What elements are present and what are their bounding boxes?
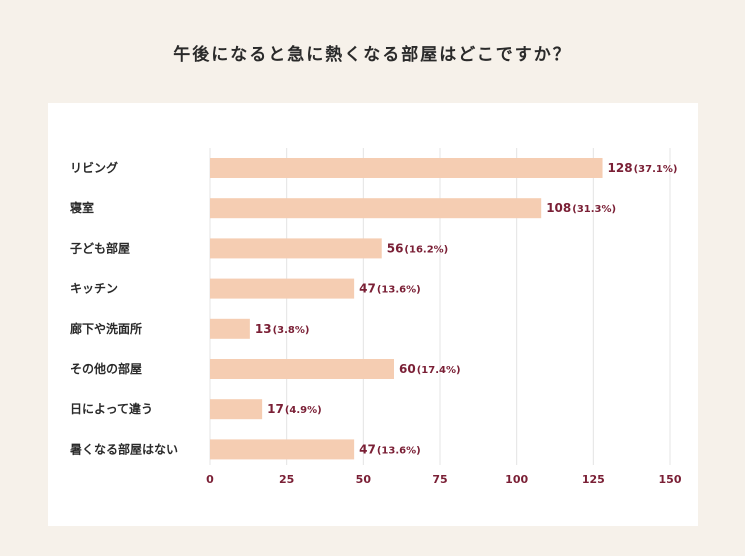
- value-percent: (3.8%): [273, 325, 310, 336]
- category-label: その他の部屋: [70, 361, 142, 376]
- category-label: 廊下や洗面所: [70, 321, 142, 336]
- value-percent: (13.6%): [377, 445, 421, 456]
- bar: [210, 439, 355, 460]
- value-label: 56(16.2%): [387, 241, 449, 255]
- x-tick-label: 150: [659, 473, 682, 486]
- value-percent: (31.3%): [572, 204, 616, 215]
- value-percent: (17.4%): [417, 365, 461, 376]
- category-label: キッチン: [70, 282, 118, 296]
- bar: [210, 238, 382, 259]
- bar: [210, 399, 263, 420]
- grid-lines: [209, 148, 671, 465]
- x-tick-label: 0: [206, 473, 214, 486]
- bar: [210, 359, 394, 379]
- category-label: リビング: [70, 160, 118, 175]
- x-tick-label: 75: [432, 473, 447, 486]
- value-number: 17: [267, 402, 284, 416]
- value-label: 60(17.4%): [399, 362, 461, 376]
- value-percent: (4.9%): [285, 405, 322, 416]
- value-number: 47: [359, 282, 376, 296]
- value-number: 128: [608, 161, 633, 175]
- value-number: 56: [387, 241, 404, 255]
- value-label: 13(3.8%): [255, 322, 310, 336]
- category-label: 暑くなる部屋はない: [70, 441, 178, 456]
- x-axis-ticks: 0 25 50 75 100 125 150: [206, 473, 682, 486]
- value-number: 60: [399, 362, 416, 376]
- value-label: 47(13.6%): [359, 442, 421, 456]
- bar: [210, 158, 603, 178]
- bars: [210, 158, 603, 460]
- value-label: 108(31.3%): [546, 201, 616, 215]
- value-label: 128(37.1%): [608, 161, 678, 175]
- value-number: 13: [255, 322, 272, 336]
- value-percent: (37.1%): [634, 164, 678, 175]
- value-number: 47: [359, 442, 376, 456]
- x-tick-label: 50: [356, 473, 372, 486]
- x-tick-label: 125: [582, 473, 605, 486]
- bar: [210, 318, 250, 339]
- x-tick-label: 100: [505, 473, 528, 486]
- category-label: 子ども部屋: [70, 240, 130, 255]
- value-number: 108: [546, 201, 571, 215]
- category-label: 寝室: [70, 200, 94, 215]
- labels: リビング 128(37.1%) 寝室 108(31.3%) 子ども部屋 56(16.2%)…: [70, 160, 677, 456]
- bar: [210, 198, 542, 219]
- value-label: 47(13.6%): [359, 282, 421, 296]
- value-label: 17(4.9%): [267, 402, 322, 416]
- category-label: 日によって違う: [70, 401, 153, 416]
- value-percent: (13.6%): [377, 285, 421, 296]
- bar: [210, 278, 355, 299]
- x-tick-label: 25: [279, 473, 294, 486]
- chart-title: 午後になると急に熱くなる部屋はどこですか？: [173, 45, 572, 65]
- value-percent: (16.2%): [404, 244, 448, 255]
